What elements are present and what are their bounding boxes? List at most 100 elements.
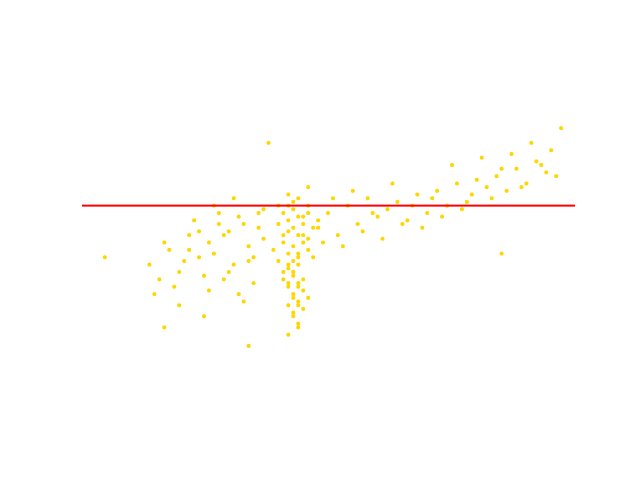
point xyxy=(296,233,301,238)
point xyxy=(271,247,276,252)
point xyxy=(296,303,301,308)
point xyxy=(296,262,301,267)
point xyxy=(380,236,385,241)
point xyxy=(316,218,321,223)
point xyxy=(261,207,266,212)
point xyxy=(261,236,266,241)
point xyxy=(514,166,519,171)
point xyxy=(494,174,499,179)
point xyxy=(504,188,509,193)
point xyxy=(202,314,206,319)
point xyxy=(350,188,355,193)
point xyxy=(301,233,306,238)
point xyxy=(301,306,306,311)
point xyxy=(211,251,216,256)
point xyxy=(182,258,187,263)
point xyxy=(306,185,311,190)
point xyxy=(296,325,301,330)
point xyxy=(301,288,306,293)
point xyxy=(147,262,152,267)
point xyxy=(286,281,291,286)
point xyxy=(206,288,211,293)
point xyxy=(286,229,291,234)
point xyxy=(286,332,291,337)
point xyxy=(499,251,504,256)
point xyxy=(311,225,316,230)
point xyxy=(559,126,564,131)
point xyxy=(539,163,544,168)
point xyxy=(281,270,286,275)
point xyxy=(177,303,182,308)
point xyxy=(296,251,301,256)
point xyxy=(167,247,172,252)
point xyxy=(335,233,340,238)
point xyxy=(187,247,192,252)
point xyxy=(420,225,425,230)
point xyxy=(231,196,236,201)
point xyxy=(286,303,291,308)
point xyxy=(301,240,306,245)
point xyxy=(197,255,202,260)
point xyxy=(197,229,202,234)
point xyxy=(464,199,469,204)
point xyxy=(489,196,494,201)
point xyxy=(454,181,459,186)
point xyxy=(291,295,296,300)
point xyxy=(286,192,291,197)
point xyxy=(241,222,246,227)
point xyxy=(529,140,534,145)
point xyxy=(291,310,296,315)
point xyxy=(162,240,167,245)
point xyxy=(291,207,296,212)
point xyxy=(162,325,167,330)
point xyxy=(286,262,291,267)
point xyxy=(499,166,504,171)
point xyxy=(236,292,241,297)
point xyxy=(276,222,281,227)
point xyxy=(306,247,311,252)
point xyxy=(544,170,549,175)
point xyxy=(206,240,211,245)
point xyxy=(301,277,306,282)
point xyxy=(375,214,380,219)
point xyxy=(296,281,301,286)
point xyxy=(549,148,554,153)
point xyxy=(301,222,306,227)
point xyxy=(256,225,261,230)
point xyxy=(311,255,316,260)
point xyxy=(355,222,360,227)
point xyxy=(296,196,301,201)
point xyxy=(291,273,296,278)
point xyxy=(291,244,296,249)
point xyxy=(326,210,330,215)
point xyxy=(276,258,281,263)
point xyxy=(395,199,400,204)
point xyxy=(316,225,321,230)
point xyxy=(301,214,306,219)
point xyxy=(286,218,291,223)
point xyxy=(425,210,430,215)
point xyxy=(509,151,514,156)
point xyxy=(435,188,440,193)
point xyxy=(385,207,390,212)
point xyxy=(281,210,286,215)
point xyxy=(266,140,271,145)
point xyxy=(202,273,206,278)
point xyxy=(330,196,335,201)
point xyxy=(479,155,484,160)
point xyxy=(296,321,301,326)
point xyxy=(365,196,370,201)
point xyxy=(459,207,464,212)
point xyxy=(286,284,291,289)
point xyxy=(256,210,261,215)
point xyxy=(291,270,296,275)
point xyxy=(281,277,286,282)
point xyxy=(192,218,197,223)
point xyxy=(221,233,226,238)
point xyxy=(430,196,435,201)
point xyxy=(246,244,251,249)
point xyxy=(296,255,301,260)
point xyxy=(246,343,251,348)
point xyxy=(524,181,529,186)
